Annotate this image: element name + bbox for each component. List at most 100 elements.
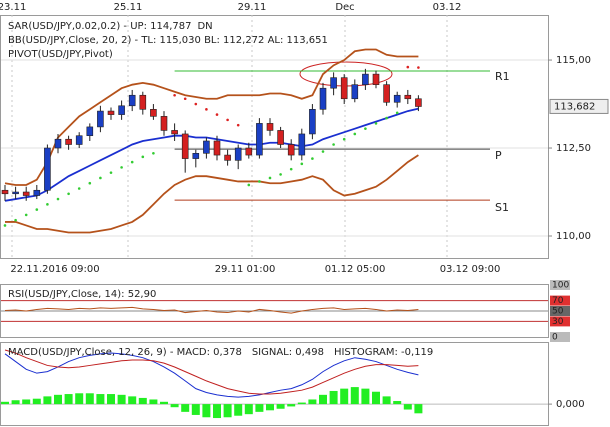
- sar-dot: [236, 123, 240, 127]
- main-panel-frame: [0, 15, 549, 259]
- histogram-bar: [329, 390, 338, 405]
- candle-body: [340, 77, 348, 100]
- sar-dot: [24, 213, 28, 217]
- histogram-bar: [11, 400, 20, 405]
- histogram-bar: [372, 391, 380, 405]
- candle-body: [1, 189, 9, 195]
- candle-body: [287, 144, 295, 156]
- sar-dot: [141, 155, 145, 159]
- candle-body: [362, 73, 369, 85]
- histogram-bar: [361, 388, 370, 405]
- top-time-label: 03.12: [433, 2, 462, 13]
- candle-body: [65, 138, 72, 145]
- candle-body: [139, 94, 147, 110]
- sar-dot: [332, 143, 335, 146]
- candle-body: [118, 105, 125, 115]
- candle-body: [298, 133, 306, 156]
- sar-dot: [130, 160, 134, 164]
- histogram-bar: [213, 404, 221, 419]
- histogram-bar: [223, 404, 232, 418]
- histogram-bar: [107, 394, 115, 405]
- histogram-bar: [138, 397, 147, 405]
- candle-body: [44, 147, 51, 191]
- histogram-bar: [287, 404, 296, 407]
- bottom-time-label: 01.12 05:00: [325, 264, 386, 275]
- histogram-bar: [234, 404, 243, 416]
- sar-dot: [353, 132, 357, 136]
- candle-body: [203, 140, 210, 154]
- sar-dot: [88, 181, 92, 185]
- y-tick-label: 30: [552, 317, 564, 327]
- macd-title: MACD(USD/JPY,Close, 12, 26, 9) - MACD: 0…: [8, 347, 242, 358]
- sar-dot: [247, 183, 251, 187]
- candle-body: [309, 109, 316, 135]
- histogram-bar: [308, 399, 317, 405]
- top-time-label: Dec: [335, 2, 354, 13]
- band-line: [4, 48, 419, 186]
- histogram-bar: [117, 394, 126, 405]
- candle-body: [256, 123, 263, 156]
- rsi-title: RSI(USD/JPY,Close, 14): 52,90: [8, 289, 156, 300]
- histogram-bar: [128, 396, 137, 405]
- marks: 23.11 25.11 29.11 Dec 03.12 22.11.2016 09:00 2…: [0, 2, 609, 419]
- bottom-time-label: 22.11.2016 09:00: [10, 264, 99, 275]
- macd-panel-frame: [0, 342, 549, 426]
- histogram-bar: [393, 401, 402, 405]
- sar-dot: [77, 187, 81, 190]
- candle-body: [383, 84, 390, 103]
- histogram-bar: [32, 398, 41, 405]
- y-tick-label: 0,000: [556, 399, 585, 410]
- top-time-label: 29.11: [238, 2, 267, 13]
- candle-body: [181, 133, 189, 159]
- candle-body: [192, 153, 200, 159]
- histogram-bar: [255, 404, 264, 412]
- y-tick-box: [550, 306, 570, 316]
- histogram-bar: [319, 394, 327, 405]
- sar-dot: [258, 180, 261, 183]
- pivot-label: P: [495, 149, 502, 162]
- band-line: [4, 107, 419, 202]
- sar-dot: [183, 97, 187, 101]
- candle-body: [86, 126, 94, 137]
- candle-body: [54, 138, 62, 149]
- candle-body: [128, 94, 136, 107]
- last-price-label: 113,682: [554, 101, 595, 112]
- histogram-bar: [170, 404, 179, 408]
- y-tick-label: 110,00: [556, 231, 591, 242]
- candle-body: [22, 191, 30, 196]
- histogram-bar: [276, 404, 285, 409]
- macd-title: HISTOGRAM: -0,119: [334, 347, 433, 358]
- histogram-bar: [22, 399, 31, 405]
- y-tick-box: [550, 316, 570, 327]
- pivot-label: S1: [495, 201, 509, 214]
- histogram-bar: [96, 394, 105, 405]
- sar-dot: [321, 150, 325, 153]
- candle-body: [12, 191, 19, 195]
- candle-body: [213, 140, 221, 156]
- y-tick-label: 70: [552, 296, 564, 306]
- sar-dot: [215, 113, 219, 116]
- histogram-bar: [43, 396, 52, 405]
- candle-body: [319, 87, 327, 110]
- legend-text: SAR(USD/JPY,0.02,0.2) - UP: 114,787: [8, 21, 191, 32]
- histogram-bar: [54, 394, 62, 405]
- legend-text: BB(USD/JPY,Close, 20, 2) - TL: 115,030 B…: [8, 35, 328, 46]
- y-tick-label: 0: [552, 333, 558, 343]
- sar-dot: [173, 93, 176, 97]
- sar-dot: [205, 108, 208, 111]
- sar-dot: [46, 203, 49, 206]
- candle-body: [372, 73, 380, 85]
- candle-body: [97, 110, 104, 128]
- sar-dot: [289, 167, 293, 171]
- y-tick-label: 50: [552, 307, 564, 317]
- pivot-label: R1: [495, 70, 510, 83]
- sar-dot: [67, 192, 70, 196]
- candle-body: [277, 130, 284, 145]
- sar-dot: [14, 218, 17, 222]
- rsi-panel-frame: [0, 284, 549, 338]
- y-tick-label: 112,50: [556, 143, 591, 154]
- candle-body: [160, 116, 168, 131]
